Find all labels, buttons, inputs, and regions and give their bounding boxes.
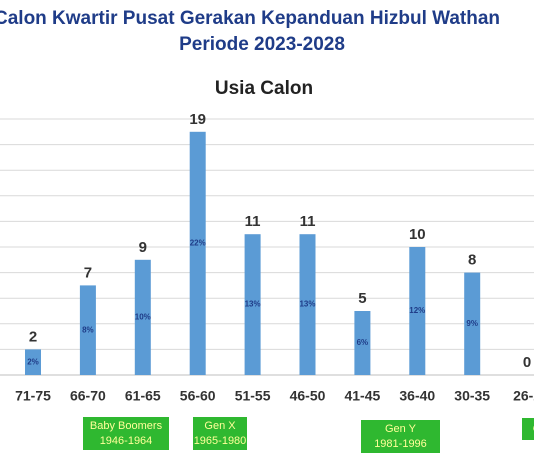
- bar: [354, 311, 371, 375]
- x-tick-label: 41-45: [344, 388, 380, 404]
- page-title: Calon Kwartir Pusat Gerakan Kepanduan Hi…: [0, 8, 500, 29]
- generation-years: 1946-1964: [100, 435, 153, 447]
- share-label: 9%: [466, 319, 478, 328]
- value-label: 0: [523, 354, 531, 371]
- value-label: 2: [29, 328, 37, 345]
- value-label: 11: [245, 213, 261, 230]
- bar: [409, 247, 426, 375]
- bar: [25, 349, 41, 375]
- bar: [464, 272, 481, 375]
- value-label: 8: [468, 252, 476, 269]
- x-tick-label: 36-40: [399, 388, 435, 404]
- chart-title: Usia Calon: [215, 78, 313, 99]
- x-tick-label: 51-55: [235, 388, 271, 404]
- x-tick-label: 26-2: [513, 388, 534, 404]
- share-label: 8%: [82, 325, 94, 334]
- x-tick-label: 66-70: [70, 388, 106, 404]
- bar: [189, 131, 206, 375]
- x-tick-label: 61-65: [125, 388, 161, 404]
- share-label: 2%: [27, 357, 39, 366]
- bar: [79, 285, 96, 375]
- x-tick-label: 30-35: [454, 388, 490, 404]
- bar: [134, 259, 151, 375]
- share-label: 6%: [357, 338, 369, 347]
- bar: [299, 234, 316, 375]
- bar: [244, 234, 261, 375]
- value-label: 19: [189, 111, 206, 128]
- generation-years: 1981-1996: [374, 438, 427, 450]
- generation-box: [361, 420, 440, 453]
- share-label: 12%: [409, 306, 425, 315]
- generation-box: [522, 418, 534, 440]
- share-label: 22%: [190, 239, 206, 248]
- generation-years: 1965-1980: [194, 435, 247, 447]
- x-tick-label: 46-50: [290, 388, 326, 404]
- share-label: 10%: [135, 313, 151, 322]
- value-label: 10: [409, 226, 426, 243]
- x-tick-label: 56-60: [180, 388, 216, 404]
- generation-box: [83, 417, 169, 450]
- generation-name: Gen X: [204, 420, 236, 432]
- x-tick-label: 71-75: [15, 388, 51, 404]
- share-label: 13%: [245, 300, 261, 309]
- generation-name: Baby Boomers: [90, 420, 163, 432]
- share-label: 13%: [299, 300, 315, 309]
- generation-box: [193, 417, 247, 450]
- value-label: 9: [139, 239, 147, 256]
- generation-name: G: [533, 423, 534, 435]
- value-label: 11: [300, 213, 316, 230]
- value-label: 7: [84, 264, 92, 281]
- generation-name: Gen Y: [385, 423, 417, 435]
- value-label: 5: [358, 290, 366, 307]
- page-subtitle: Periode 2023-2028: [179, 34, 345, 55]
